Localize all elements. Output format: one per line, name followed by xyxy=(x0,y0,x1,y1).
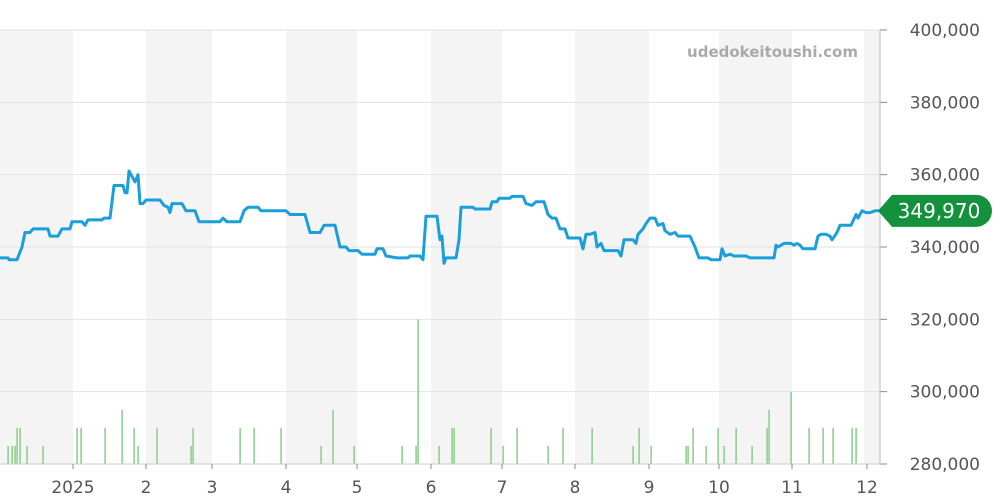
volume-bar xyxy=(751,445,753,464)
volume-bar xyxy=(591,427,593,464)
volume-bar xyxy=(768,409,770,464)
y-tick-label: 340,000 xyxy=(910,238,980,258)
last-price-badge: 349,970 xyxy=(878,194,992,227)
volume-bar xyxy=(687,445,689,464)
volume-bar xyxy=(415,445,417,464)
volume-bar xyxy=(417,319,419,464)
x-axis: 2025 2 3 4 5 6 7 8 9 10 11 12 xyxy=(0,463,880,498)
volume-bar xyxy=(502,445,504,464)
x-tick-label: 2 xyxy=(141,478,152,498)
x-tick-label: 4 xyxy=(281,478,292,498)
volume-bar xyxy=(438,445,440,464)
volume-bar xyxy=(735,427,737,464)
volume-bar xyxy=(156,427,158,464)
volume-bar xyxy=(632,445,634,464)
volume-bar xyxy=(80,427,82,464)
y-tick-label: 300,000 xyxy=(910,383,980,403)
volume-bar xyxy=(11,445,13,464)
volume-bar xyxy=(638,427,640,464)
y-tick-label: 280,000 xyxy=(910,455,980,475)
x-tick-label: 3 xyxy=(207,478,218,498)
y-tick-label: 380,000 xyxy=(910,93,980,113)
volume-bar xyxy=(16,427,18,464)
volume-bar xyxy=(26,445,28,464)
volume-bar xyxy=(705,445,707,464)
volume-bar xyxy=(104,427,106,464)
volume-bar xyxy=(353,445,355,464)
volume-bar xyxy=(133,427,135,464)
volume-bar xyxy=(19,427,21,464)
volume-bar xyxy=(280,427,282,464)
volume-bar xyxy=(332,409,334,464)
volume-bar xyxy=(451,427,453,464)
volume-bar xyxy=(685,445,687,464)
last-price-label: 349,970 xyxy=(898,199,981,223)
x-tick-label: 7 xyxy=(497,478,508,498)
y-tick-label: 320,000 xyxy=(910,310,980,330)
volume-bar xyxy=(7,445,9,464)
volume-bar xyxy=(253,427,255,464)
x-tick-label: 9 xyxy=(644,478,655,498)
volume-bar xyxy=(320,445,322,464)
volume-bar xyxy=(76,427,78,464)
x-tick-label: 8 xyxy=(570,478,581,498)
volume-bar xyxy=(516,427,518,464)
x-tick-label: 5 xyxy=(352,478,363,498)
volume-bar xyxy=(401,445,403,464)
volume-bar xyxy=(121,409,123,464)
volume-bar xyxy=(851,427,853,464)
y-tick-label: 360,000 xyxy=(910,166,980,186)
volume-bar xyxy=(14,445,16,464)
volume-bar xyxy=(650,445,652,464)
volume-bar xyxy=(822,427,824,464)
volume-bar xyxy=(832,427,834,464)
volume-bar xyxy=(790,391,792,464)
volume-bar xyxy=(42,445,44,464)
y-tick-label: 400,000 xyxy=(910,21,980,41)
watermark: udedokeitoushi.com xyxy=(687,43,858,61)
volume-bar xyxy=(137,445,139,464)
volume-bar xyxy=(562,427,564,464)
volume-bar xyxy=(192,427,194,464)
x-tick-label: 10 xyxy=(708,478,730,498)
x-tick-label: 2025 xyxy=(51,478,94,498)
volume-bar xyxy=(490,427,492,464)
price-line xyxy=(0,169,880,265)
volume-bar xyxy=(692,427,694,464)
x-tick-label: 11 xyxy=(781,478,803,498)
volume-bar xyxy=(453,427,455,464)
volume-bar xyxy=(766,427,768,464)
volume-bars xyxy=(7,319,857,464)
y-axis: 280,000 300,000 320,000 340,000 360,000 380,0… xyxy=(879,21,980,475)
last-price-badge-shape xyxy=(878,194,992,227)
volume-bar xyxy=(547,445,549,464)
volume-bar xyxy=(808,427,810,464)
volume-bar xyxy=(855,427,857,464)
volume-bar xyxy=(239,427,241,464)
x-tick-label: 6 xyxy=(426,478,437,498)
volume-bar xyxy=(717,427,719,464)
volume-bar xyxy=(723,445,725,464)
x-tick-label: 12 xyxy=(856,478,878,498)
volume-bar xyxy=(190,445,192,464)
